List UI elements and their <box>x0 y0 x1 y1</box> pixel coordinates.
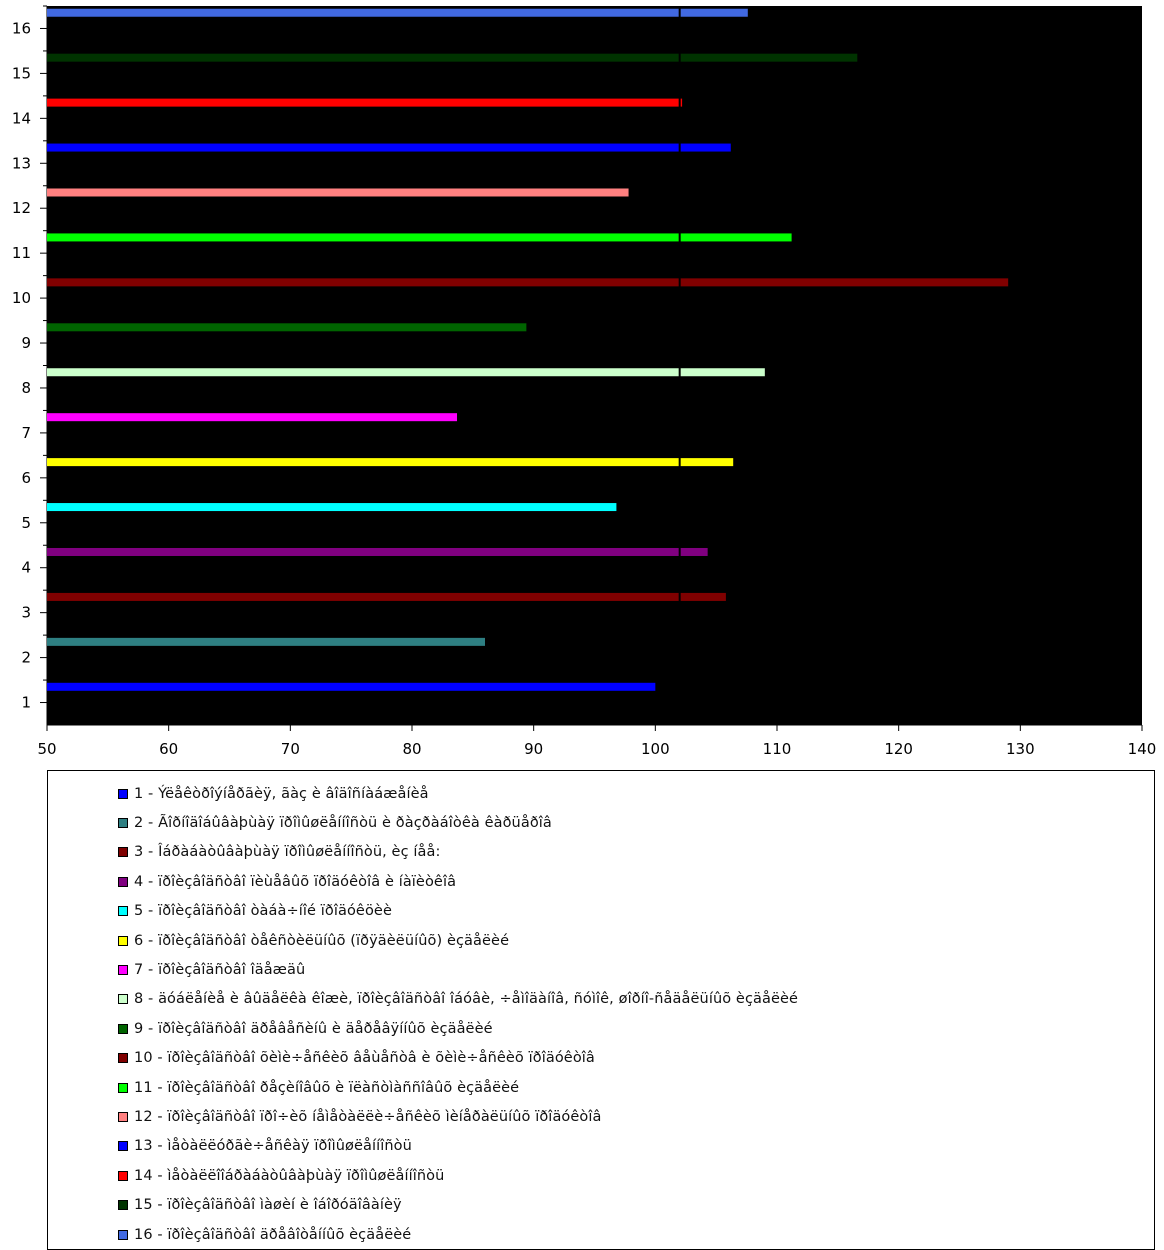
chart-legend: 1 - Ýëåêòðîýíåðãèÿ, ãàç è âîäîñíàáæåíèå 2… <box>47 770 1155 1250</box>
x-tick-label: 50 <box>37 740 56 758</box>
legend-item: 13 - ìåòàëëóðãè÷åñêàÿ ïðîìûøëåííîñòü <box>118 1132 798 1161</box>
bar-16 <box>47 8 748 17</box>
x-tick-label: 60 <box>159 740 178 758</box>
y-tick-label: 7 <box>21 424 31 442</box>
legend-list: 1 - Ýëåêòðîýíåðãèÿ, ãàç è âîäîñíàáæåíèå 2… <box>118 779 798 1249</box>
bar-2 <box>47 637 485 646</box>
bar-9 <box>47 323 527 332</box>
legend-label: 6 - ïðîèçâîäñòâî òåêñòèëüíûõ (ïðÿäèëüíûõ… <box>134 932 510 949</box>
y-tick-label: 5 <box>21 514 31 532</box>
bar-15 <box>47 53 858 62</box>
bar-8 <box>47 368 765 377</box>
legend-item: 3 - Îáðàáàòûâàþùàÿ ïðîìûøëåííîñòü, èç íå… <box>118 838 798 867</box>
legend-swatch <box>118 906 128 917</box>
legend-swatch <box>118 1170 128 1181</box>
legend-label: 13 - ìåòàëëóðãè÷åñêàÿ ïðîìûøëåííîñòü <box>134 1138 412 1155</box>
legend-item: 6 - ïðîèçâîäñòâî òåêñòèëüíûõ (ïðÿäèëüíûõ… <box>118 926 798 955</box>
legend-label: 16 - ïðîèçâîäñòâî äðåâîòåííûõ èçäåëèé <box>134 1226 412 1243</box>
legend-label: 9 - ïðîèçâîäñòâî äðåâåñèíû è äåðåâÿííûõ … <box>134 1020 493 1037</box>
legend-label: 14 - ìåòàëëîîáðàáàòûâàþùàÿ ïðîìûøëåííîñò… <box>134 1167 445 1184</box>
bar-12 <box>47 188 629 197</box>
bar-7 <box>47 413 458 422</box>
x-tick-label: 130 <box>1006 740 1035 758</box>
legend-label: 12 - ïðîèçâîäñòâî ïðî÷èõ íåìåòàëëè÷åñêèõ… <box>134 1108 602 1125</box>
legend-item: 4 - ïðîèçâîäñòâî ïèùåâûõ ïðîäóêòîâ è íàï… <box>118 867 798 896</box>
legend-item: 7 - ïðîèçâîäñòâî îäåæäû <box>118 955 798 984</box>
legend-swatch <box>118 965 128 976</box>
y-tick-label: 13 <box>12 154 31 172</box>
legend-item: 8 - äóáëåíèå è âûäåëêà êîæè, ïðîèçâîäñòâ… <box>118 985 798 1014</box>
y-tick-label: 16 <box>12 19 31 37</box>
y-tick-label: 6 <box>21 469 31 487</box>
x-tick-label: 100 <box>641 740 670 758</box>
legend-item: 11 - ïðîèçâîäñòâî ðåçèíîâûõ è ïëàñòìàññî… <box>118 1073 798 1102</box>
y-tick-label: 2 <box>21 649 31 667</box>
legend-item: 5 - ïðîèçâîäñòâî òàáà÷íîé ïðîäóêöèè <box>118 897 798 926</box>
bar-4 <box>47 547 708 556</box>
legend-item: 15 - ïðîèçâîäñòâî ìàøèí è îáîðóäîâàíèÿ <box>118 1190 798 1219</box>
y-tick-label: 9 <box>21 334 31 352</box>
legend-label: 4 - ïðîèçâîäñòâî ïèùåâûõ ïðîäóêòîâ è íàï… <box>134 873 457 890</box>
legend-swatch <box>118 935 128 946</box>
legend-label: 3 - Îáðàáàòûâàþùàÿ ïðîìûøëåííîñòü, èç íå… <box>134 844 441 861</box>
y-tick-label: 10 <box>12 289 31 307</box>
bar-14 <box>47 98 683 107</box>
legend-swatch <box>118 1023 128 1034</box>
legend-swatch <box>118 1141 128 1152</box>
x-tick-label: 90 <box>524 740 543 758</box>
legend-swatch <box>118 1082 128 1093</box>
legend-label: 2 - Ãîðíîäîáûâàþùàÿ ïðîìûøëåííîñòü è ðàç… <box>134 815 552 832</box>
bar-3 <box>47 592 726 601</box>
legend-item: 10 - ïðîèçâîäñòâî õèìè÷åñêèõ âåùåñòâ è õ… <box>118 1044 798 1073</box>
legend-swatch <box>118 1111 128 1122</box>
legend-swatch <box>118 847 128 858</box>
y-tick-label: 11 <box>12 244 31 262</box>
y-tick-label: 14 <box>12 109 31 127</box>
bar-10 <box>47 278 1009 287</box>
legend-label: 1 - Ýëåêòðîýíåðãèÿ, ãàç è âîäîñíàáæåíèå <box>134 785 429 802</box>
legend-label: 5 - ïðîèçâîäñòâî òàáà÷íîé ïðîäóêöèè <box>134 903 392 920</box>
bar-1 <box>47 682 656 691</box>
bar-13 <box>47 143 731 152</box>
legend-label: 7 - ïðîèçâîäñòâî îäåæäû <box>134 962 306 979</box>
legend-label: 15 - ïðîèçâîäñòâî ìàøèí è îáîðóäîâàíèÿ <box>134 1197 402 1214</box>
legend-label: 8 - äóáëåíèå è âûäåëêà êîæè, ïðîèçâîäñòâ… <box>134 991 799 1008</box>
legend-label: 10 - ïðîèçâîäñòâî õèìè÷åñêèõ âåùåñòâ è õ… <box>134 1050 595 1067</box>
y-tick-label: 3 <box>21 604 31 622</box>
legend-swatch <box>118 876 128 887</box>
legend-item: 9 - ïðîèçâîäñòâî äðåâåñèíû è äåðåâÿííûõ … <box>118 1014 798 1043</box>
bar-5 <box>47 503 617 512</box>
x-tick-label: 120 <box>884 740 913 758</box>
y-tick-label: 4 <box>21 559 31 577</box>
y-tick-label: 8 <box>21 379 31 397</box>
x-tick-label: 110 <box>763 740 792 758</box>
legend-item: 14 - ìåòàëëîîáðàáàòûâàþùàÿ ïðîìûøëåííîñò… <box>118 1161 798 1190</box>
x-tick-label: 70 <box>281 740 300 758</box>
legend-swatch <box>118 1053 128 1064</box>
bar-11 <box>47 233 792 242</box>
legend-item: 16 - ïðîèçâîäñòâî äðåâîòåííûõ èçäåëèé <box>118 1220 798 1249</box>
plot-area <box>47 6 1142 725</box>
legend-swatch <box>118 788 128 799</box>
legend-swatch <box>118 1200 128 1211</box>
x-tick-label: 80 <box>402 740 421 758</box>
legend-label: 11 - ïðîèçâîäñòâî ðåçèíîâûõ è ïëàñòìàññî… <box>134 1079 520 1096</box>
legend-swatch <box>118 818 128 829</box>
legend-item: 2 - Ãîðíîäîáûâàþùàÿ ïðîìûøëåííîñòü è ðàç… <box>118 808 798 837</box>
x-tick-label: 140 <box>1128 740 1157 758</box>
legend-item: 1 - Ýëåêòðîýíåðãèÿ, ãàç è âîäîñíàáæåíèå <box>118 779 798 808</box>
y-tick-label: 1 <box>21 694 31 712</box>
legend-swatch <box>118 1229 128 1240</box>
y-tick-label: 15 <box>12 64 31 82</box>
legend-item: 12 - ïðîèçâîäñòâî ïðî÷èõ íåìåòàëëè÷åñêèõ… <box>118 1102 798 1131</box>
legend-swatch <box>118 994 128 1005</box>
bar-6 <box>47 458 734 467</box>
y-tick-label: 12 <box>12 199 31 217</box>
